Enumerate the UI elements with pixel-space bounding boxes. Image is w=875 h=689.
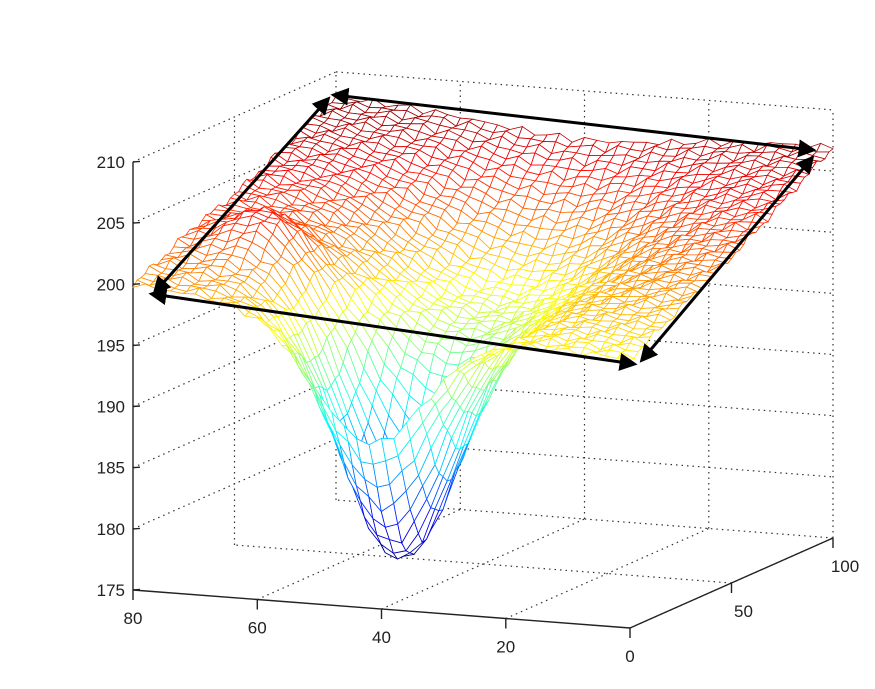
x-tick-label: 60 (248, 619, 267, 638)
x-tick-label: 40 (372, 628, 391, 647)
x-tick-label: 0 (625, 647, 634, 666)
x-tick-label: 20 (496, 638, 515, 657)
arrow-right-edge (639, 155, 815, 363)
tick-labels: 175 180 185 190 195 200 205 210 0 20 40 60 80 50 100 (97, 153, 860, 666)
grid-line (505, 527, 710, 620)
z-tick-label: 210 (97, 153, 125, 172)
arrow-back-edge (330, 87, 817, 158)
x-tick-label: 80 (124, 609, 143, 628)
annotation-arrows (148, 87, 817, 371)
z-tick-label: 195 (97, 336, 125, 355)
z-tick-mark (132, 160, 141, 163)
z-tick-label: 190 (97, 398, 125, 417)
z-tick-label: 205 (97, 214, 125, 233)
y-tick-label: 50 (734, 602, 753, 621)
y-tick-label: 100 (831, 557, 859, 576)
z-tick-mark (132, 344, 141, 347)
z-tick-mark (132, 405, 141, 408)
z-tick-label: 180 (97, 520, 125, 539)
z-tick-label: 175 (97, 581, 125, 600)
grid-line (234, 544, 732, 584)
z-tick-mark (132, 466, 141, 469)
z-tick-mark (132, 283, 141, 285)
grid-line (257, 508, 461, 601)
z-tick-mark (132, 527, 141, 530)
z-tick-mark (132, 221, 141, 224)
grid-line (335, 71, 834, 111)
z-tick-label: 200 (97, 275, 125, 294)
surface-mesh (132, 96, 834, 560)
grid-line (335, 499, 834, 539)
arrow-left-edge (152, 96, 331, 295)
arrow-front-edge (148, 287, 638, 371)
grid-line (381, 518, 585, 610)
z-tick-label: 185 (97, 459, 125, 478)
z-tick-mark (132, 588, 141, 591)
